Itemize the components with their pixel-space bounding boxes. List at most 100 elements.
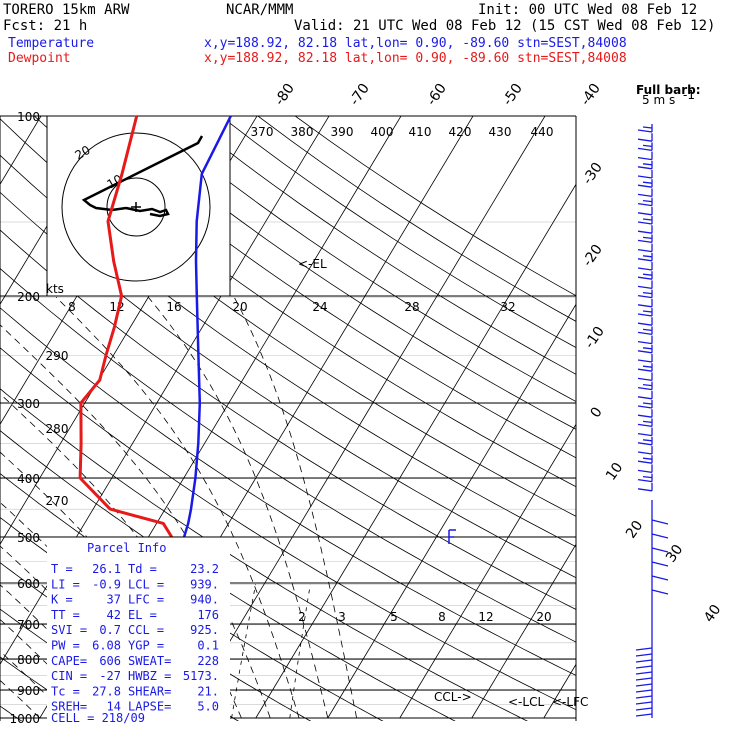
parcel-param-name: Td = — [128, 562, 157, 576]
theta-label: 270 — [46, 494, 69, 508]
wind-barb-flag — [642, 126, 653, 129]
wind-barb-flag — [651, 575, 669, 581]
parcel-param-value: -0.9 — [92, 577, 121, 591]
pressure-label: 800 — [17, 653, 40, 667]
temperature-tick-label: 30 — [663, 542, 686, 566]
dewpoint-location-info: x,y=188.92, 82.18 lat,lon= 0.90, -89.60 … — [204, 51, 627, 66]
parcel-param-value: 0.7 — [99, 623, 121, 637]
wind-barb-flag — [642, 328, 653, 332]
temperature-tick-label: -10 — [582, 324, 608, 352]
mixing-ratio-top-label: 8 — [68, 300, 76, 314]
parcel-param-name: CCL = — [128, 623, 164, 637]
parcel-param-value: 26.1 — [92, 562, 121, 576]
wind-barb-flag — [642, 365, 653, 368]
parcel-param-name: K = — [51, 593, 73, 607]
wind-barb-flag — [635, 713, 653, 717]
pressure-label: 400 — [17, 472, 40, 486]
wind-barb-flag — [637, 239, 653, 244]
org-label: NCAR/MMM — [226, 2, 293, 18]
parcel-param-value: 21. — [197, 684, 219, 698]
theta-e-label: 410 — [409, 125, 432, 139]
isotherm-line — [183, 116, 546, 719]
theta-e-label: 440 — [531, 125, 554, 139]
pressure-label: 700 — [17, 618, 40, 632]
parcel-param-value: 940. — [190, 593, 219, 607]
parcel-param-value: 5.0 — [197, 700, 219, 714]
wind-barb-flag — [637, 423, 653, 428]
pressure-label: 300 — [17, 397, 40, 411]
mixing-ratio-top-label: 20 — [232, 300, 247, 314]
dry-adiabat — [145, 116, 576, 402]
lfc-annotation: <-LFC — [552, 695, 588, 709]
wind-barb-flag — [637, 202, 653, 207]
parcel-cell-value: CELL = 218/09 — [51, 711, 145, 725]
wind-barb-flag — [642, 236, 653, 240]
wind-barb-flag — [637, 322, 653, 326]
temperature-tick-label: -70 — [347, 81, 373, 109]
temperature-tick-label: 10 — [603, 460, 626, 484]
parcel-param-value: 23.2 — [190, 562, 219, 576]
wind-barb-flag — [642, 255, 653, 258]
wind-barb-flag — [637, 386, 653, 391]
parcel-param-name: T = — [51, 562, 73, 576]
temperature-tick-label: 40 — [701, 602, 724, 626]
wind-barb-flag — [637, 294, 653, 299]
wind-barb-flag — [642, 383, 653, 387]
pressure-label: 1000 — [9, 712, 40, 726]
mixing-ratio-low-label: 3 — [338, 610, 346, 624]
wind-barb-flag — [637, 488, 653, 492]
mixing-ratio-top-label: 28 — [404, 300, 419, 314]
temperature-tick-label: -50 — [500, 81, 526, 109]
temperature-location-info: x,y=188.92, 82.18 lat,lon= 0.90, -89.60 … — [204, 36, 627, 51]
dry-adiabat — [294, 116, 576, 297]
el-marker — [448, 529, 456, 544]
pressure-axis: 100 200 300 400 500 600 700 800 900 1000 — [0, 110, 577, 726]
wind-barb-flag — [637, 396, 653, 400]
temperature-tick-labels: -80 -70 -60 -50 -40 -30 -20 -10 0 10 20 30 40 — [272, 81, 725, 626]
theta-e-label: 370 — [251, 125, 274, 139]
wind-barb-flag — [635, 647, 653, 651]
valid-time: Valid: 21 UTC Wed 08 Feb 12 (15 CST Wed … — [294, 18, 715, 34]
parcel-param-value: 27.8 — [92, 684, 121, 698]
wind-barb-flag — [637, 175, 653, 179]
pressure-label: 500 — [17, 531, 40, 545]
wind-barb-flag — [637, 331, 653, 336]
wind-barb-flag — [642, 347, 653, 350]
parcel-param-name: LAPSE= — [128, 700, 171, 714]
dry-adiabat — [220, 116, 576, 349]
wind-barb-flag — [637, 340, 653, 345]
theta-e-label: 420 — [449, 125, 472, 139]
parcel-param-name: SVI = — [51, 623, 87, 637]
parcel-param-name: LCL = — [128, 577, 164, 591]
temperature-tick-label: -80 — [272, 81, 298, 109]
moist-adiabat — [147, 296, 329, 719]
parcel-param-name: TT = — [51, 608, 80, 622]
parcel-param-name: LFC = — [128, 593, 164, 607]
wind-barb-flag — [637, 377, 653, 382]
wind-barb-flag — [635, 659, 653, 663]
isotherm-line — [471, 543, 576, 719]
parcel-info-rows: T = 26.1 Td = 23.2 LI = -0.9 LCL = 939. K = 37 LFC… — [51, 562, 219, 714]
wind-barb-flag — [637, 368, 653, 372]
parcel-param-name: SWEAT= — [128, 654, 171, 668]
parcel-param-value: 14 — [107, 700, 121, 714]
wind-barb-flag — [637, 451, 653, 455]
wind-barb-flag — [642, 439, 653, 442]
isotherm-line — [0, 116, 330, 666]
wind-barb-flag — [637, 405, 653, 409]
moist-adiabat — [233, 297, 357, 719]
parcel-param-name: LI = — [51, 577, 80, 591]
parcel-param-value: 5173. — [183, 669, 219, 683]
theta-e-label: 380 — [291, 125, 314, 139]
parcel-param-name: SREH= — [51, 700, 87, 714]
wind-barb-flag — [637, 276, 653, 280]
pressure-label: 100 — [17, 110, 40, 124]
wind-barb-flag — [635, 677, 653, 681]
parcel-param-value: 176 — [197, 608, 219, 622]
mixing-ratio-low-label: 5 — [390, 610, 398, 624]
model-title: TORERO 15km ARW — [3, 2, 130, 18]
mixing-ratio-top-label: 32 — [500, 300, 515, 314]
pressure-label: 600 — [17, 577, 40, 591]
parcel-param-name: CAPE= — [51, 654, 87, 668]
wind-barb-flag — [637, 193, 653, 198]
